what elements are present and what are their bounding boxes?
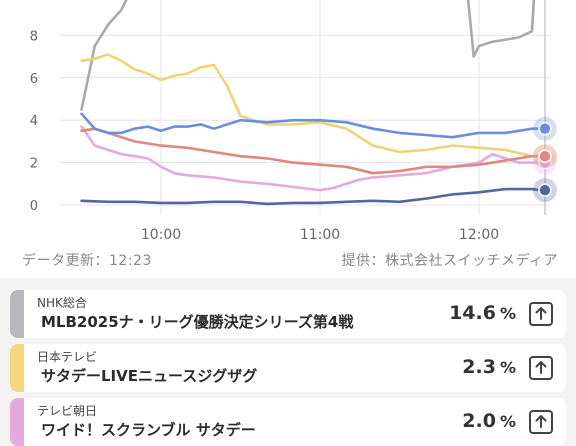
channel-color-bar xyxy=(10,398,24,446)
series-line-1 xyxy=(80,53,542,158)
channel-name: テレビ朝日 xyxy=(37,404,98,418)
channel-color-bar xyxy=(10,290,24,338)
series-line-4 xyxy=(80,112,542,139)
y-tick-label: 4 xyxy=(30,114,38,129)
end-marker-point xyxy=(538,149,552,163)
program-card-nhk[interactable]: NHK総合 MLB2025ナ・リーグ優勝決定シリーズ第4戦 14.6% xyxy=(10,290,566,338)
rating-value: 14.6% xyxy=(449,302,516,324)
ratings-line-chart: 0 2 4 6 8 10:00 11:00 12:00 xyxy=(30,0,557,243)
y-tick-label: 2 xyxy=(30,157,38,172)
share-icon[interactable] xyxy=(528,301,554,327)
x-tick-label: 10:00 xyxy=(141,227,181,243)
share-icon[interactable] xyxy=(528,355,554,381)
rating-value: 2.0% xyxy=(462,410,516,432)
rating-number: 2.3 xyxy=(462,356,496,378)
end-marker-point xyxy=(538,121,552,136)
end-marker-point xyxy=(538,183,552,197)
data-source-credit: 提供：株式会社スイッチメディア xyxy=(341,253,558,269)
program-card-tvasahi[interactable]: テレビ朝日 ワイド！スクランブル サタデー 2.0% xyxy=(10,398,566,446)
series-line-3 xyxy=(80,127,542,175)
program-title: MLB2025ナ・リーグ優勝決定シリーズ第4戦 xyxy=(41,313,354,331)
rating-unit: % xyxy=(499,304,516,323)
share-icon[interactable] xyxy=(528,409,554,435)
y-tick-label: 6 xyxy=(30,72,38,87)
rating-unit: % xyxy=(499,358,516,377)
channel-name: 日本テレビ xyxy=(37,350,98,364)
y-tick-label: 0 xyxy=(30,199,38,214)
ratings-chart-area: 0 2 4 6 8 10:00 11:00 12:00 データ更新：12:23 提供：株式会社… xyxy=(0,0,576,278)
program-title: サタデーLIVEニュースジグザグ xyxy=(41,367,258,385)
channel-color-bar xyxy=(10,344,24,392)
series-line-2 xyxy=(80,125,542,192)
rating-number: 2.0 xyxy=(462,410,496,432)
rating-unit: % xyxy=(499,412,516,431)
rating-value: 2.3% xyxy=(462,356,516,378)
data-update-time: データ更新：12:23 xyxy=(22,253,152,269)
series-line-5 xyxy=(80,187,542,206)
y-tick-label: 8 xyxy=(30,29,38,44)
series-line-0 xyxy=(80,0,536,111)
x-tick-label: 12:00 xyxy=(459,227,499,243)
channel-name: NHK総合 xyxy=(37,296,87,310)
rating-number: 14.6 xyxy=(449,302,496,324)
x-tick-label: 11:00 xyxy=(300,227,340,243)
program-card-ntv[interactable]: 日本テレビ サタデーLIVEニュースジグザグ 2.3% xyxy=(10,344,566,392)
